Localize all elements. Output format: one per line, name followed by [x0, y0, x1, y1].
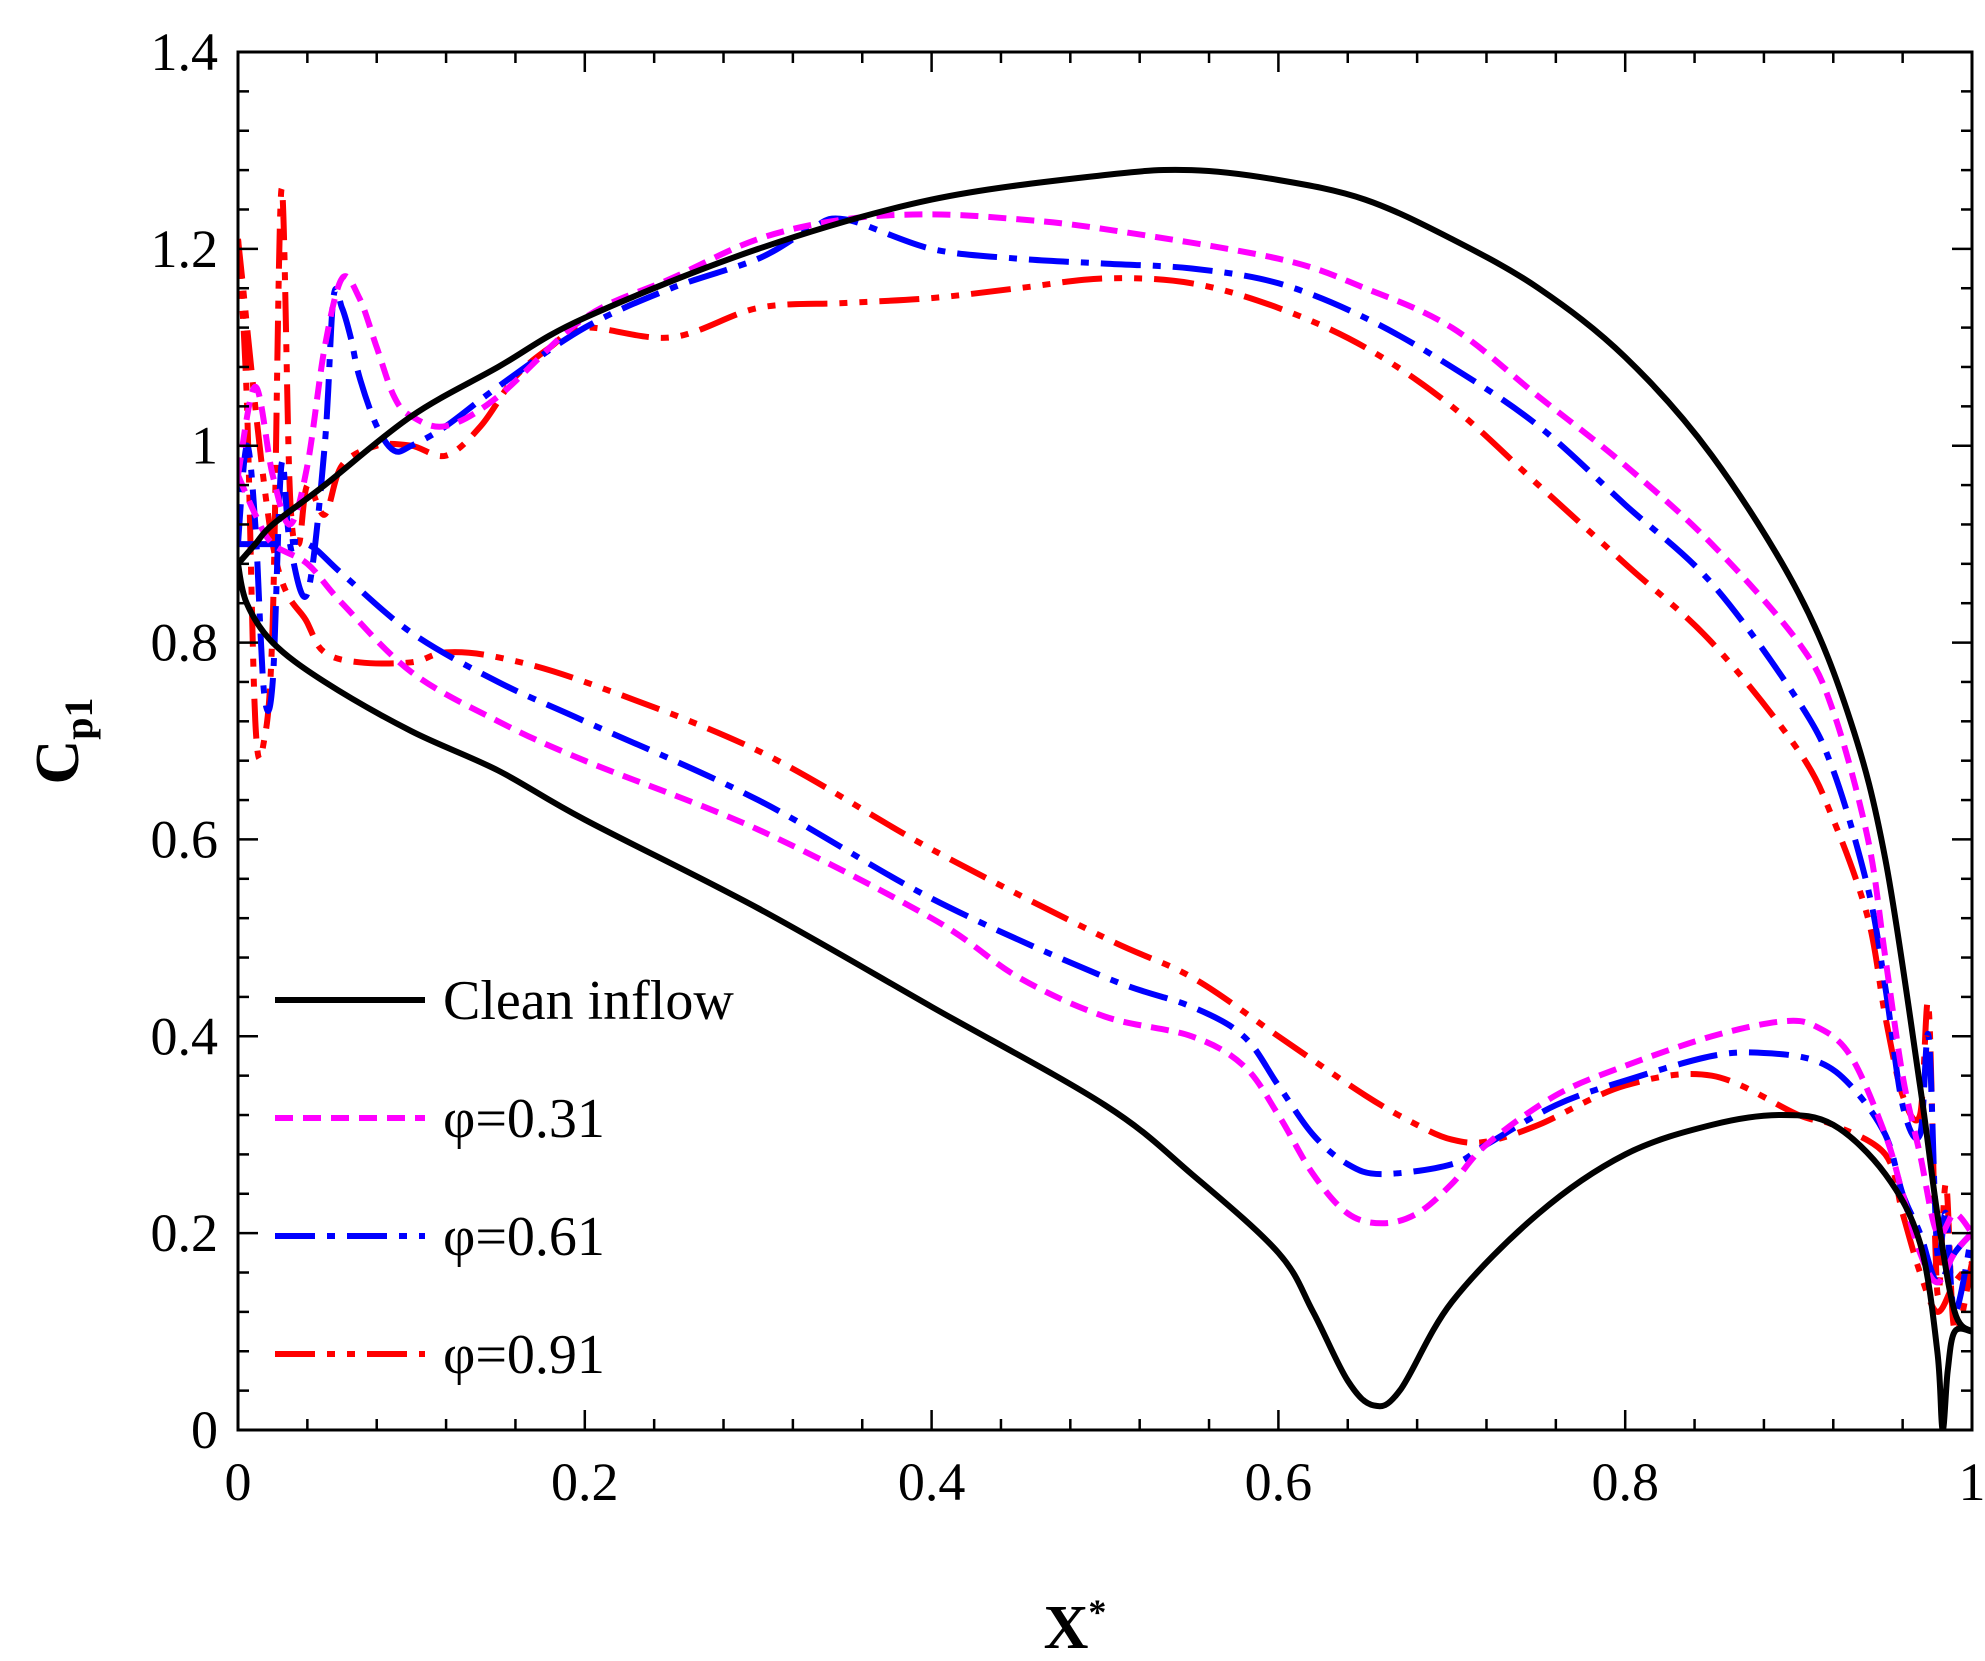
series-2-upper-line [238, 215, 1972, 1315]
y-axis-title-sub: p1 [56, 697, 101, 739]
y-tick-label: 1 [191, 416, 218, 476]
y-tick-label: 0 [191, 1400, 218, 1460]
x-tick-label: 0.4 [898, 1452, 966, 1512]
plot-frame [236, 50, 1974, 1432]
legend-label-1: φ=0.31 [443, 1088, 605, 1150]
legend-label-2: φ=0.61 [443, 1206, 605, 1268]
x-tick-label: 0.2 [551, 1452, 619, 1512]
y-tick-label: 0.2 [151, 1203, 219, 1263]
x-tick-label: 0 [225, 1452, 252, 1512]
y-tick-label: 0.8 [151, 613, 219, 673]
tick-labels: 0 0.2 0.4 0.6 0.8 1 0 0.2 0.4 0.6 0.8 1 1.2 1.4 [151, 22, 1985, 1512]
legend-label-0: Clean inflow [443, 970, 734, 1032]
series-0-lower-line [238, 563, 1972, 1430]
series-1-lower-line [238, 473, 1972, 1286]
series-2-lower-line [238, 538, 1972, 1286]
x-tick-label: 0.8 [1591, 1452, 1659, 1512]
series-3-upper-line [238, 185, 1972, 1337]
y-axis-title: Cp1 [24, 697, 101, 784]
y-tick-label: 0.4 [151, 1006, 219, 1066]
legend: Clean inflow φ=0.31 φ=0.61 φ=0.91 [275, 970, 734, 1386]
x-axis-title-main: X [1044, 1594, 1089, 1661]
x-tick-label: 0.6 [1245, 1452, 1313, 1512]
y-tick-label: 0.6 [151, 809, 219, 869]
series-0-upper-line [238, 166, 1972, 1335]
x-axis-title-sup: * [1088, 1592, 1106, 1632]
axis-ticks [236, 50, 1974, 1432]
x-axis-title: X* [1044, 1592, 1107, 1661]
y-axis-title-main: C [24, 740, 92, 785]
x-tick-label: 1 [1959, 1452, 1985, 1512]
y-tick-label: 1.4 [151, 22, 219, 82]
series-3-lower-line [238, 238, 1972, 1315]
series-1-upper-line [238, 211, 1972, 1239]
y-tick-label: 1.2 [151, 219, 219, 279]
data-curves [238, 166, 1972, 1430]
legend-label-3: φ=0.91 [443, 1324, 605, 1386]
